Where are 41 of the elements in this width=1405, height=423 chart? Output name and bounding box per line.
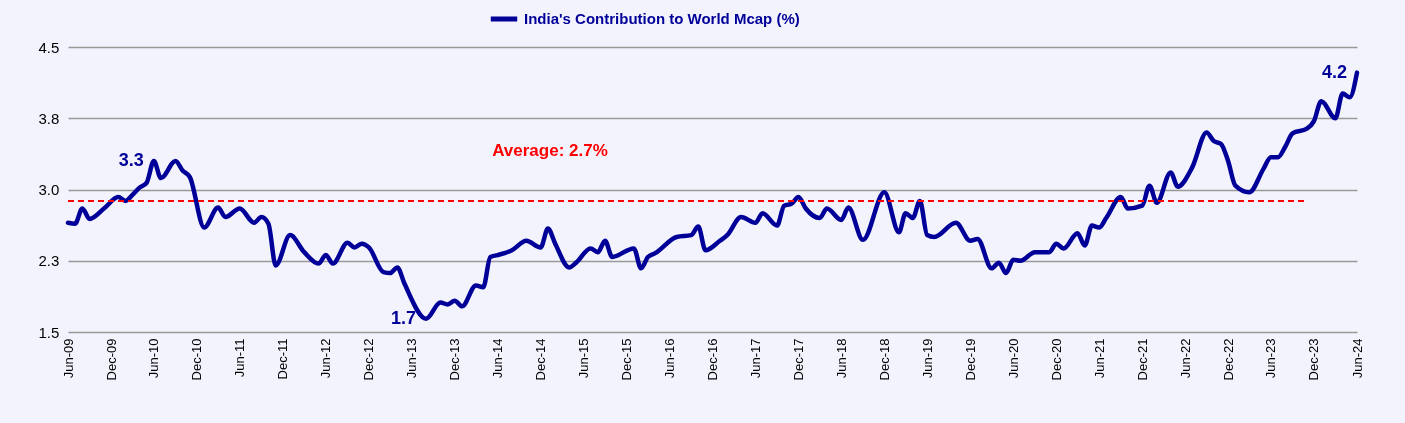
x-tick-label: Dec-20 — [1048, 338, 1064, 381]
x-tick-label: Dec-12 — [361, 338, 377, 381]
x-tick-label: Jun-18 — [833, 338, 849, 379]
x-tick-label: Jun-17 — [747, 338, 763, 379]
x-tick-label: Jun-14 — [490, 338, 506, 379]
x-tick-label: Dec-09 — [103, 338, 119, 381]
x-tick-label: Jun-21 — [1091, 338, 1107, 379]
x-tick-label: Jun-19 — [919, 338, 935, 379]
x-tick-label: Dec-22 — [1220, 338, 1236, 381]
x-tick-label: Dec-18 — [876, 338, 892, 381]
x-tick-label: Dec-19 — [962, 338, 978, 381]
annotation: 3.3 — [118, 150, 144, 170]
annotation: 4.2 — [1321, 61, 1347, 82]
x-tick-label: Dec-23 — [1306, 338, 1322, 381]
x-tick-label: Jun-20 — [1005, 338, 1021, 379]
x-tick-label: Dec-11 — [275, 338, 291, 380]
x-tick-label: Jun-22 — [1177, 338, 1193, 379]
y-tick-label: 4.5 — [38, 38, 60, 56]
x-tick-label: Jun-24 — [1349, 338, 1365, 379]
x-tick-label: Jun-11 — [232, 338, 248, 378]
annotation: 1.7 — [391, 307, 417, 328]
x-tick-label: Dec-10 — [189, 338, 205, 381]
y-tick-label: 1.5 — [38, 323, 60, 341]
x-tick-label: Dec-14 — [533, 338, 549, 381]
x-tick-label: Dec-17 — [790, 338, 806, 381]
x-tick-label: Jun-16 — [662, 338, 678, 379]
x-tick-label: Jun-12 — [318, 338, 334, 379]
x-tick-label: Jun-09 — [60, 338, 76, 379]
x-tick-label: Jun-23 — [1263, 338, 1279, 379]
x-tick-label: Dec-21 — [1134, 338, 1150, 381]
x-tick-label: Dec-16 — [705, 338, 721, 381]
legend-label: India's Contribution to World Mcap (%) — [524, 10, 800, 27]
x-tick-label: Jun-10 — [146, 338, 162, 379]
y-tick-label: 2.3 — [38, 252, 60, 270]
y-tick-label: 3.0 — [38, 181, 60, 198]
x-tick-label: Jun-15 — [575, 338, 591, 379]
x-tick-label: Dec-15 — [619, 338, 635, 381]
x-tick-label: Dec-13 — [447, 338, 463, 381]
x-tick-label: Jun-13 — [404, 338, 420, 379]
annotation: Average: 2.7% — [492, 141, 608, 160]
y-tick-label: 3.8 — [38, 109, 60, 127]
